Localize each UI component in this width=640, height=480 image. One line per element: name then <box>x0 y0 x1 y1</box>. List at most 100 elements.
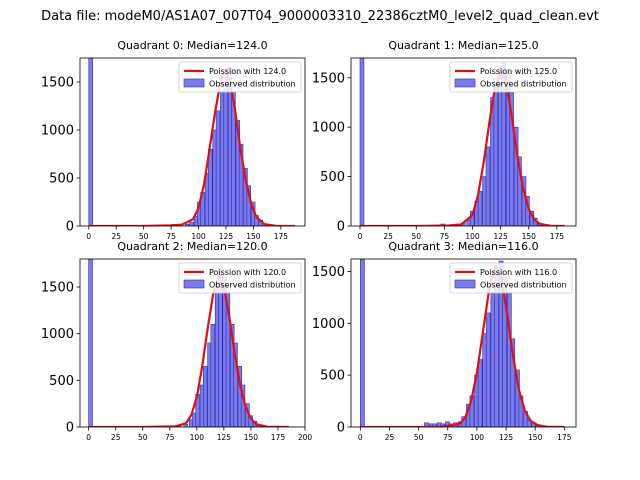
histogram-bar <box>88 259 93 427</box>
histogram-bar <box>517 156 522 226</box>
y-tick-label: 1500 <box>41 76 74 91</box>
quadrant-1-chart: Quadrant 1: Median=125.0 0 500 1000 1500 0 25 5… <box>312 39 577 241</box>
x-tick-label: 100 <box>465 232 480 241</box>
histogram-bar <box>494 271 499 427</box>
x-tick-label: 175 <box>550 232 565 241</box>
x-tick-label: 50 <box>414 433 424 442</box>
x-tick-label: 25 <box>111 232 121 241</box>
legend-bar-swatch <box>454 279 476 289</box>
x-tick-label: 125 <box>493 232 508 241</box>
histogram-bar <box>477 191 483 226</box>
y-tick-label: 500 <box>320 170 345 185</box>
x-tick-label: 50 <box>139 232 149 241</box>
quadrant-1-title: Quadrant 1: Median=125.0 <box>388 39 538 52</box>
x-tick-label: 100 <box>470 433 485 442</box>
legend-label-poisson: Poission with 116.0 <box>480 268 557 277</box>
x-tick-label: 50 <box>138 433 148 442</box>
quadrant-1-legend: Poission with 125.0 Observed distribution <box>449 61 573 93</box>
histogram-bar <box>360 259 365 427</box>
y-tick-label: 1000 <box>312 121 345 136</box>
legend-bar-swatch <box>454 78 476 88</box>
x-tick-label: 150 <box>522 232 537 241</box>
y-tick-label: 500 <box>49 172 74 187</box>
legend-label-observed: Observed distribution <box>480 281 567 290</box>
y-tick-label: 1500 <box>312 71 345 86</box>
axes-frame <box>79 258 306 428</box>
legend-box <box>449 262 573 294</box>
x-tick-label: 0 <box>358 232 363 241</box>
legend-box <box>178 262 302 294</box>
legend-box <box>449 61 573 93</box>
legend-label-observed: Observed distribution <box>480 80 567 89</box>
quadrant-2-chart: Quadrant 2: Median=120.0 0 500 1000 1500 0 25 5… <box>41 240 312 442</box>
poisson-fit-line <box>88 68 296 226</box>
y-tick-label: 500 <box>49 374 74 389</box>
quadrant-0-title: Quadrant 0: Median=124.0 <box>117 39 267 52</box>
quadrant-3-legend: Poission with 116.0 Observed distribution <box>449 262 573 294</box>
y-tick-label: 1500 <box>41 281 74 296</box>
quadrant-0-chart: Quadrant 0: Median=124.0 0 500 1000 1500 0 25 5… <box>41 39 306 241</box>
y-tick-label: 0 <box>66 220 74 235</box>
quadrant-1-bars <box>359 58 550 226</box>
histogram-bar <box>215 110 221 226</box>
histogram-bar <box>233 342 238 427</box>
y-tick-label: 1500 <box>312 265 345 280</box>
x-tick-label: 0 <box>86 232 91 241</box>
x-tick-label: 175 <box>271 433 286 442</box>
x-tick-label: 200 <box>298 433 313 442</box>
histogram-bar <box>223 76 228 226</box>
x-tick-label: 75 <box>443 433 453 442</box>
quadrant-3-bars <box>360 259 540 427</box>
legend-label-observed: Observed distribution <box>209 281 296 290</box>
x-tick-label: 50 <box>411 232 421 241</box>
histogram-bar <box>485 146 491 226</box>
legend-bar-swatch <box>183 78 205 88</box>
x-tick-label: 125 <box>499 433 514 442</box>
quadrant-3-chart: Quadrant 3: Median=116.0 0 500 1000 1500 0 25 5… <box>312 240 577 442</box>
x-tick-label: 75 <box>166 232 176 241</box>
quadrant-2-legend: Poission with 120.0 Observed distribution <box>178 262 302 294</box>
x-tick-label: 150 <box>528 433 543 442</box>
x-tick-label: 100 <box>190 433 205 442</box>
x-tick-label: 150 <box>246 232 261 241</box>
y-tick-label: 1000 <box>41 124 74 139</box>
quadrant-2-title: Quadrant 2: Median=120.0 <box>117 240 267 253</box>
x-tick-label: 150 <box>244 433 259 442</box>
legend-label-poisson: Poission with 125.0 <box>480 67 557 76</box>
poisson-fit-line <box>360 68 565 226</box>
y-tick-label: 0 <box>66 421 74 436</box>
legend-box <box>178 61 302 93</box>
x-tick-label: 175 <box>557 433 572 442</box>
quadrant-0-bars <box>88 58 271 226</box>
x-tick-label: 100 <box>191 232 206 241</box>
y-tick-label: 0 <box>337 421 345 436</box>
histogram-bar <box>203 366 208 427</box>
x-tick-label: 25 <box>385 433 395 442</box>
quadrant-0-legend: Poission with 124.0 Observed distribution <box>178 61 302 93</box>
y-tick-label: 1000 <box>312 317 345 332</box>
histogram-bar <box>208 148 213 226</box>
x-tick-label: 0 <box>358 433 363 442</box>
legend-label-poisson: Poission with 124.0 <box>209 67 286 76</box>
axes-frame <box>79 57 306 227</box>
y-tick-label: 1000 <box>41 327 74 342</box>
x-tick-label: 175 <box>274 232 289 241</box>
histogram-bar <box>88 58 93 226</box>
histogram-bar <box>210 324 215 427</box>
legend-label-observed: Observed distribution <box>209 80 296 89</box>
x-tick-label: 0 <box>86 433 91 442</box>
x-tick-label: 25 <box>383 232 393 241</box>
legend-bar-swatch <box>183 279 205 289</box>
axes-frame <box>350 57 577 227</box>
poisson-fit-line <box>88 274 289 427</box>
y-tick-label: 500 <box>320 369 345 384</box>
figure-suptitle: Data file: modeM0/AS1A07_007T04_90000033… <box>41 9 599 24</box>
histogram-bar <box>185 223 190 226</box>
legend-label-poisson: Poission with 120.0 <box>209 268 286 277</box>
x-tick-label: 125 <box>217 433 232 442</box>
x-tick-label: 125 <box>219 232 234 241</box>
histogram-bar <box>493 77 499 226</box>
histogram-bar <box>359 58 365 226</box>
